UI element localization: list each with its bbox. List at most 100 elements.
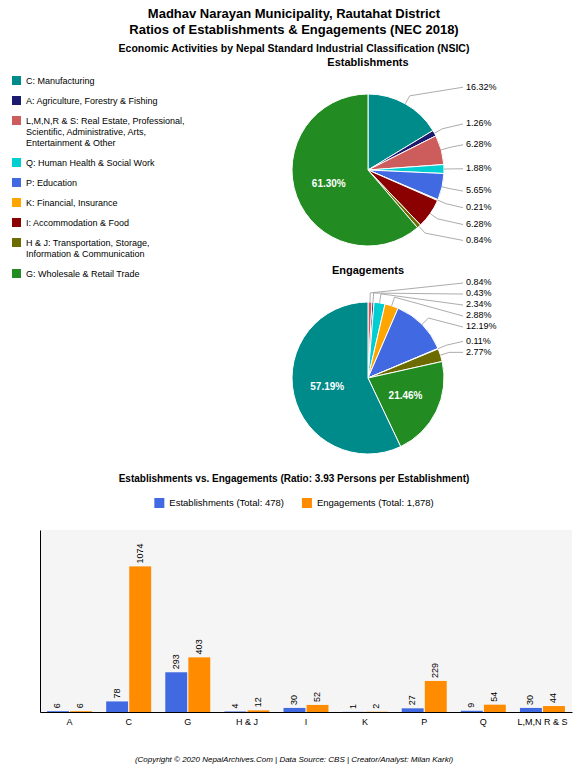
legend-entry: C: Manufacturing: [26, 76, 95, 86]
legend-entry: A: Agriculture, Forestry & Fishing: [26, 96, 158, 106]
bar: [402, 708, 424, 712]
legend-item: Establishments (Total: 478): [154, 497, 284, 508]
legend-line: L,M,N,R & S: Real Estate, Professional,: [26, 116, 185, 126]
pie-label-outside: 1.88%: [466, 163, 492, 173]
legend-entry: P: Education: [26, 178, 77, 188]
legend-entry: Engagements (Total: 1,878): [317, 497, 434, 508]
plot-background: [40, 530, 572, 712]
pie-label-inside: 57.19%: [310, 381, 344, 392]
x-tick: Q: [480, 717, 487, 727]
bar: [165, 672, 187, 712]
x-tick-label: A: [67, 717, 73, 727]
x-tick-label: K: [362, 717, 368, 727]
x-tick-label: Q: [480, 717, 487, 727]
pie-slices: [292, 302, 444, 454]
legend-swatch: [12, 269, 21, 278]
legend-entry: G: Wholesale & Retail Trade: [26, 269, 140, 279]
annotation: (Copyright © 2020 NepalArchives.Com | Da…: [135, 755, 454, 764]
bar: [284, 708, 306, 712]
legend-swatch: [12, 218, 21, 227]
data-label: 30: [289, 695, 299, 705]
pie-label-outside: 0.21%: [466, 202, 492, 212]
leader-line: [434, 124, 463, 133]
data-label: 52: [312, 692, 322, 702]
data-label: 6: [75, 703, 85, 708]
pie-slice: [292, 302, 401, 454]
legend-entry: H & J: Transportation, Storage,Informati…: [26, 238, 150, 259]
legend-swatch: [12, 76, 21, 85]
bar: [343, 711, 365, 712]
legend-line: C: Manufacturing: [26, 76, 95, 86]
leader-line: [392, 297, 463, 316]
bar: [520, 708, 542, 712]
pie: Establishments61.30%16.32%1.26%6.28%1.88…: [292, 56, 497, 246]
legend-swatch: [12, 96, 21, 105]
legend-line: A: Agriculture, Forestry & Fishing: [26, 96, 158, 106]
legend-entry: Establishments (Total: 478): [169, 497, 284, 508]
legend-line: K: Financial, Insurance: [26, 198, 118, 208]
pie-slices: [292, 94, 444, 246]
legend-entry: K: Financial, Insurance: [26, 198, 118, 208]
data-label: 229: [430, 663, 440, 678]
figure-title: Madhav Narayan Municipality, Rautahat Di…: [148, 6, 441, 21]
x-tick-label: C: [125, 717, 132, 727]
pie: Engagements21.46%57.19%0.84%0.43%2.34%2.…: [292, 264, 497, 454]
x-tick-label: H & J: [236, 717, 258, 727]
x-axis: ACGH & JIKPQL,M,N R & S: [41, 713, 573, 728]
x-tick: L,M,N R & S: [517, 717, 567, 727]
bar-legend: Establishments (Total: 478) Engagements (…: [154, 497, 433, 508]
legend-swatch: [12, 238, 21, 247]
bar: [47, 711, 69, 712]
pie-label-outside: 2.34%: [466, 299, 492, 309]
legend-entry: L,M,N,R & S: Real Estate, Professional,S…: [26, 116, 185, 148]
data-label: 44: [548, 693, 558, 703]
pie-title: Establishments: [327, 56, 408, 68]
leader-line: [370, 283, 463, 302]
pie-label-outside: 6.28%: [466, 139, 492, 149]
leader-line: [438, 341, 463, 348]
x-tick: P: [421, 717, 427, 727]
data-label: 9: [466, 703, 476, 708]
pie-label-outside: 0.11%: [466, 336, 491, 346]
bar: [224, 711, 246, 712]
pie-label-outside: 2.88%: [466, 310, 492, 320]
bars: [47, 566, 565, 712]
data-label: 6: [52, 703, 62, 708]
legend-swatch: [154, 498, 164, 508]
bar: [461, 711, 483, 712]
legend-line: G: Wholesale & Retail Trade: [26, 269, 140, 279]
data-label: 54: [489, 692, 499, 702]
x-tick-label: L,M,N R & S: [517, 717, 567, 727]
pie-label-outside: 1.26%: [466, 118, 492, 128]
pie-title: Engagements: [332, 264, 404, 276]
leader-line: [442, 187, 463, 191]
pie-label-outside: 0.43%: [466, 288, 492, 298]
pie-label-outside: 12.19%: [466, 321, 497, 331]
x-tick: A: [67, 717, 73, 727]
data-labels: 67829343012793061074403125222295444: [52, 543, 558, 708]
legend-line: P: Education: [26, 178, 77, 188]
x-axis-line: [41, 712, 573, 713]
data-label: 403: [194, 639, 204, 654]
bar: [247, 710, 269, 712]
x-tick-label: I: [305, 717, 308, 727]
x-tick: H & J: [236, 717, 258, 727]
data-label: 30: [525, 695, 535, 705]
bar: [106, 701, 128, 712]
pie-label-outside: 5.65%: [466, 185, 492, 195]
pie-label-outside: 0.84%: [466, 277, 492, 287]
figure-title: Ratios of Establishments & Engagements (…: [129, 22, 458, 37]
data-label: 293: [171, 654, 181, 669]
legend: C: Manufacturing A: Agriculture, Forestry…: [12, 76, 185, 279]
data-label: 1074: [135, 543, 145, 563]
data-label: 27: [407, 695, 417, 705]
data-label: 2: [371, 704, 381, 709]
pie-label-outside: 2.77%: [466, 347, 492, 357]
pie-label-outside: 0.84%: [466, 235, 492, 245]
y-axis-line: [40, 531, 41, 713]
legend-entry: I: Accommodation & Food: [26, 218, 129, 228]
x-tick: I: [305, 717, 308, 727]
pie-label-outside: 6.28%: [466, 219, 492, 229]
pie-label-inside: 21.46%: [389, 390, 423, 401]
bar: [366, 711, 388, 712]
